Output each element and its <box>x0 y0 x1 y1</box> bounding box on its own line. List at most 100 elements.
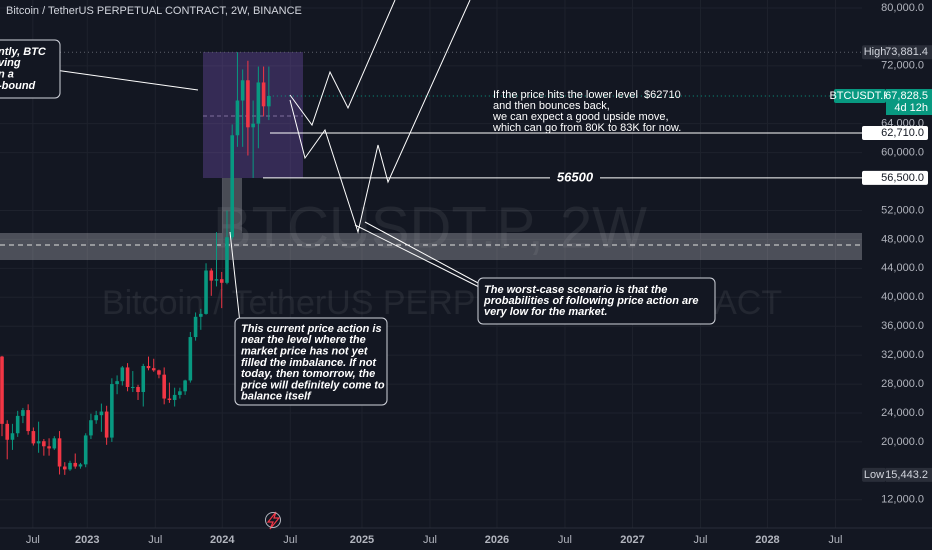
high-name: High <box>864 46 887 58</box>
candle-body <box>73 462 78 467</box>
candle-body <box>167 398 172 400</box>
annotation-line: ntly, BTC <box>0 46 47 58</box>
annotation-line: filled the imbalance. If not <box>241 357 377 369</box>
y-tick-label: 20,000.0 <box>881 436 924 448</box>
candle-body <box>209 270 214 281</box>
candle-body <box>219 279 224 283</box>
x-tick-label: 2026 <box>485 534 509 546</box>
x-tick-label: 2025 <box>350 534 374 546</box>
projection-up <box>289 0 396 127</box>
y-tick-label: 80,000.0 <box>881 2 924 14</box>
annotation-line: near the level where the <box>241 334 366 346</box>
candle-body <box>115 381 119 385</box>
candle-body <box>251 123 255 128</box>
candle-body <box>225 237 229 283</box>
annotation-line: -bound <box>0 80 36 92</box>
candle-body <box>146 365 151 369</box>
x-tick-label: 2023 <box>75 534 99 546</box>
annotation-line: This current price action is <box>241 323 382 335</box>
annotation-line: market price has not yet <box>241 346 369 358</box>
grid <box>0 0 862 528</box>
candle-body <box>15 415 20 434</box>
candle-body <box>125 367 130 387</box>
countdown: 4d 12h <box>894 102 928 114</box>
candle-body <box>47 446 51 449</box>
level-label-box <box>862 170 928 185</box>
candle-body <box>214 279 219 281</box>
watermark: BTCUSDT.P, 2W <box>213 195 647 260</box>
annotation-box <box>234 317 388 406</box>
x-tick-label: Jul <box>693 534 707 546</box>
candle-body <box>256 82 261 124</box>
candle-body <box>172 394 177 400</box>
candle-body <box>83 435 88 465</box>
zone <box>0 233 875 260</box>
y-tick-label: 32,000.0 <box>881 349 924 361</box>
last-name-box <box>834 88 886 103</box>
annotation-line: very low for the market. <box>484 306 608 318</box>
annotation-line: n a <box>0 69 14 81</box>
candle-body <box>62 466 67 470</box>
x-tick-label: 2028 <box>755 534 779 546</box>
y-tick-label: 60,000.0 <box>881 147 924 159</box>
lightning-icon <box>266 511 281 530</box>
candle-body <box>26 410 30 432</box>
x-tick-label: 2027 <box>620 534 644 546</box>
candle-body <box>0 356 4 424</box>
candle-body <box>267 95 271 107</box>
level-label: 56,500.0 <box>881 172 924 184</box>
y-tick-label: 48,000.0 <box>881 233 924 245</box>
high-value-box <box>888 45 932 60</box>
candle-body <box>104 411 109 438</box>
candle-body <box>230 135 235 238</box>
low-name: Low <box>864 469 884 481</box>
candle-body <box>235 100 240 136</box>
y-tick-label: 72,000.0 <box>881 60 924 72</box>
low-name-box <box>862 467 886 482</box>
y-tick-label: 24,000.0 <box>881 407 924 419</box>
candle-body <box>89 420 93 436</box>
y-tick-label: 40,000.0 <box>881 291 924 303</box>
annotations: ntly, BTCvingn a-bound This current price… <box>0 46 699 403</box>
levels: 56500 <box>0 51 862 184</box>
candle-body <box>136 386 140 393</box>
candle-body <box>130 386 135 388</box>
last-value: 67,828.5 <box>885 90 928 102</box>
axes: 80,000.072,000.064,000.060,000.052,000.0… <box>26 2 932 546</box>
candle-body <box>36 441 41 444</box>
annotation-line: probabilities of following price action … <box>483 295 699 307</box>
pointer <box>229 231 241 324</box>
candle-body <box>246 80 250 128</box>
chart-title: Bitcoin / TetherUS PERPETUAL CONTRACT, 2… <box>6 5 302 17</box>
low-value-box <box>886 467 932 482</box>
candle-body <box>78 464 83 467</box>
level-label-box <box>862 126 928 141</box>
candle-body <box>183 380 187 392</box>
x-tick-label: Jul <box>283 534 297 546</box>
price-axis <box>862 0 932 528</box>
candle-body <box>99 411 104 416</box>
candle-body <box>68 462 72 470</box>
candle-body <box>240 80 245 101</box>
candle-body <box>94 415 98 421</box>
x-tick-label: 2024 <box>210 534 235 546</box>
candles <box>0 52 271 475</box>
candle-body <box>110 384 114 438</box>
x-tick-label: Jul <box>423 534 437 546</box>
y-tick-label: 28,000.0 <box>881 378 924 390</box>
candle-body <box>5 423 10 440</box>
candle-body <box>151 368 156 371</box>
annotation-line: ving <box>0 57 21 69</box>
annotation-line: we can expect a good upside move, <box>492 111 669 123</box>
candle-body <box>10 433 15 440</box>
annotation-line: balance itself <box>241 391 312 403</box>
annotation-line: which can go from 80K to 83K for now. <box>492 122 681 134</box>
candle-body <box>162 374 166 399</box>
candle-body <box>188 337 193 381</box>
high-value: 73,881.4 <box>885 46 928 58</box>
annotation-line: and then bounces back, <box>493 100 610 112</box>
candle-body <box>31 431 36 444</box>
pointer <box>54 69 199 91</box>
candle-body <box>204 270 208 314</box>
